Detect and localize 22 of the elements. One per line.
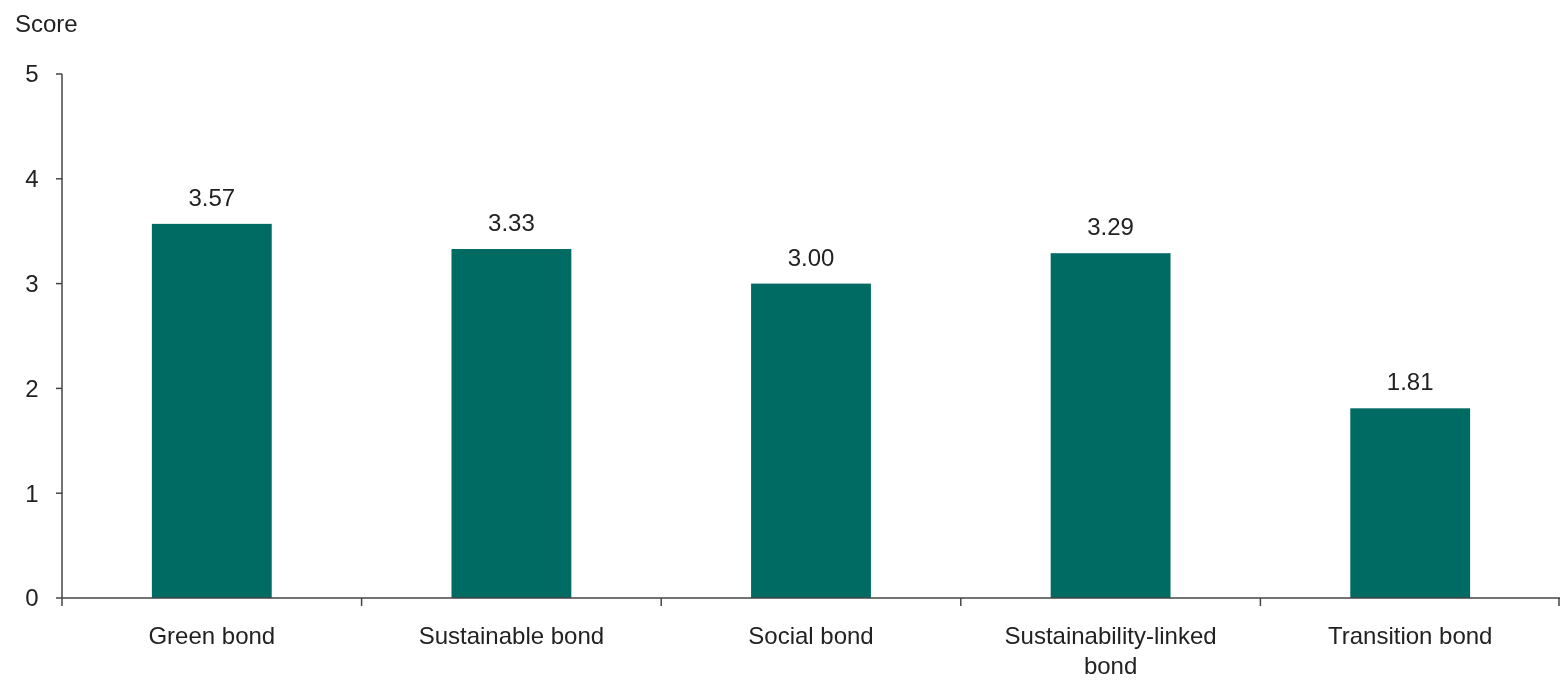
y-tick-label: 4 (25, 165, 39, 193)
data-label: 3.29 (1087, 213, 1134, 241)
x-tick-label: Sustainability-linked bond (1004, 622, 1217, 679)
x-tick-label: Social bond (748, 622, 874, 649)
x-tick-label: Green bond (148, 622, 276, 649)
y-tick-label: 3 (25, 270, 39, 297)
y-tick-label: 1 (25, 479, 39, 507)
bar (151, 223, 272, 598)
x-tick-label: Transition bond (1327, 622, 1493, 649)
bar (1050, 253, 1171, 598)
bar (751, 283, 871, 598)
y-tick-label: 2 (25, 374, 39, 402)
bar (1350, 408, 1471, 598)
data-label: 3.33 (488, 209, 535, 237)
y-tick-label: 5 (25, 60, 39, 88)
data-label: 3.57 (188, 183, 236, 211)
data-label: 1.81 (1386, 368, 1434, 396)
data-label: 3.00 (787, 243, 835, 271)
y-tick-label: 0 (25, 584, 39, 612)
bar (451, 249, 572, 598)
y-axis-title: Score (15, 10, 78, 37)
x-tick-label: Sustainable bond (418, 622, 605, 649)
